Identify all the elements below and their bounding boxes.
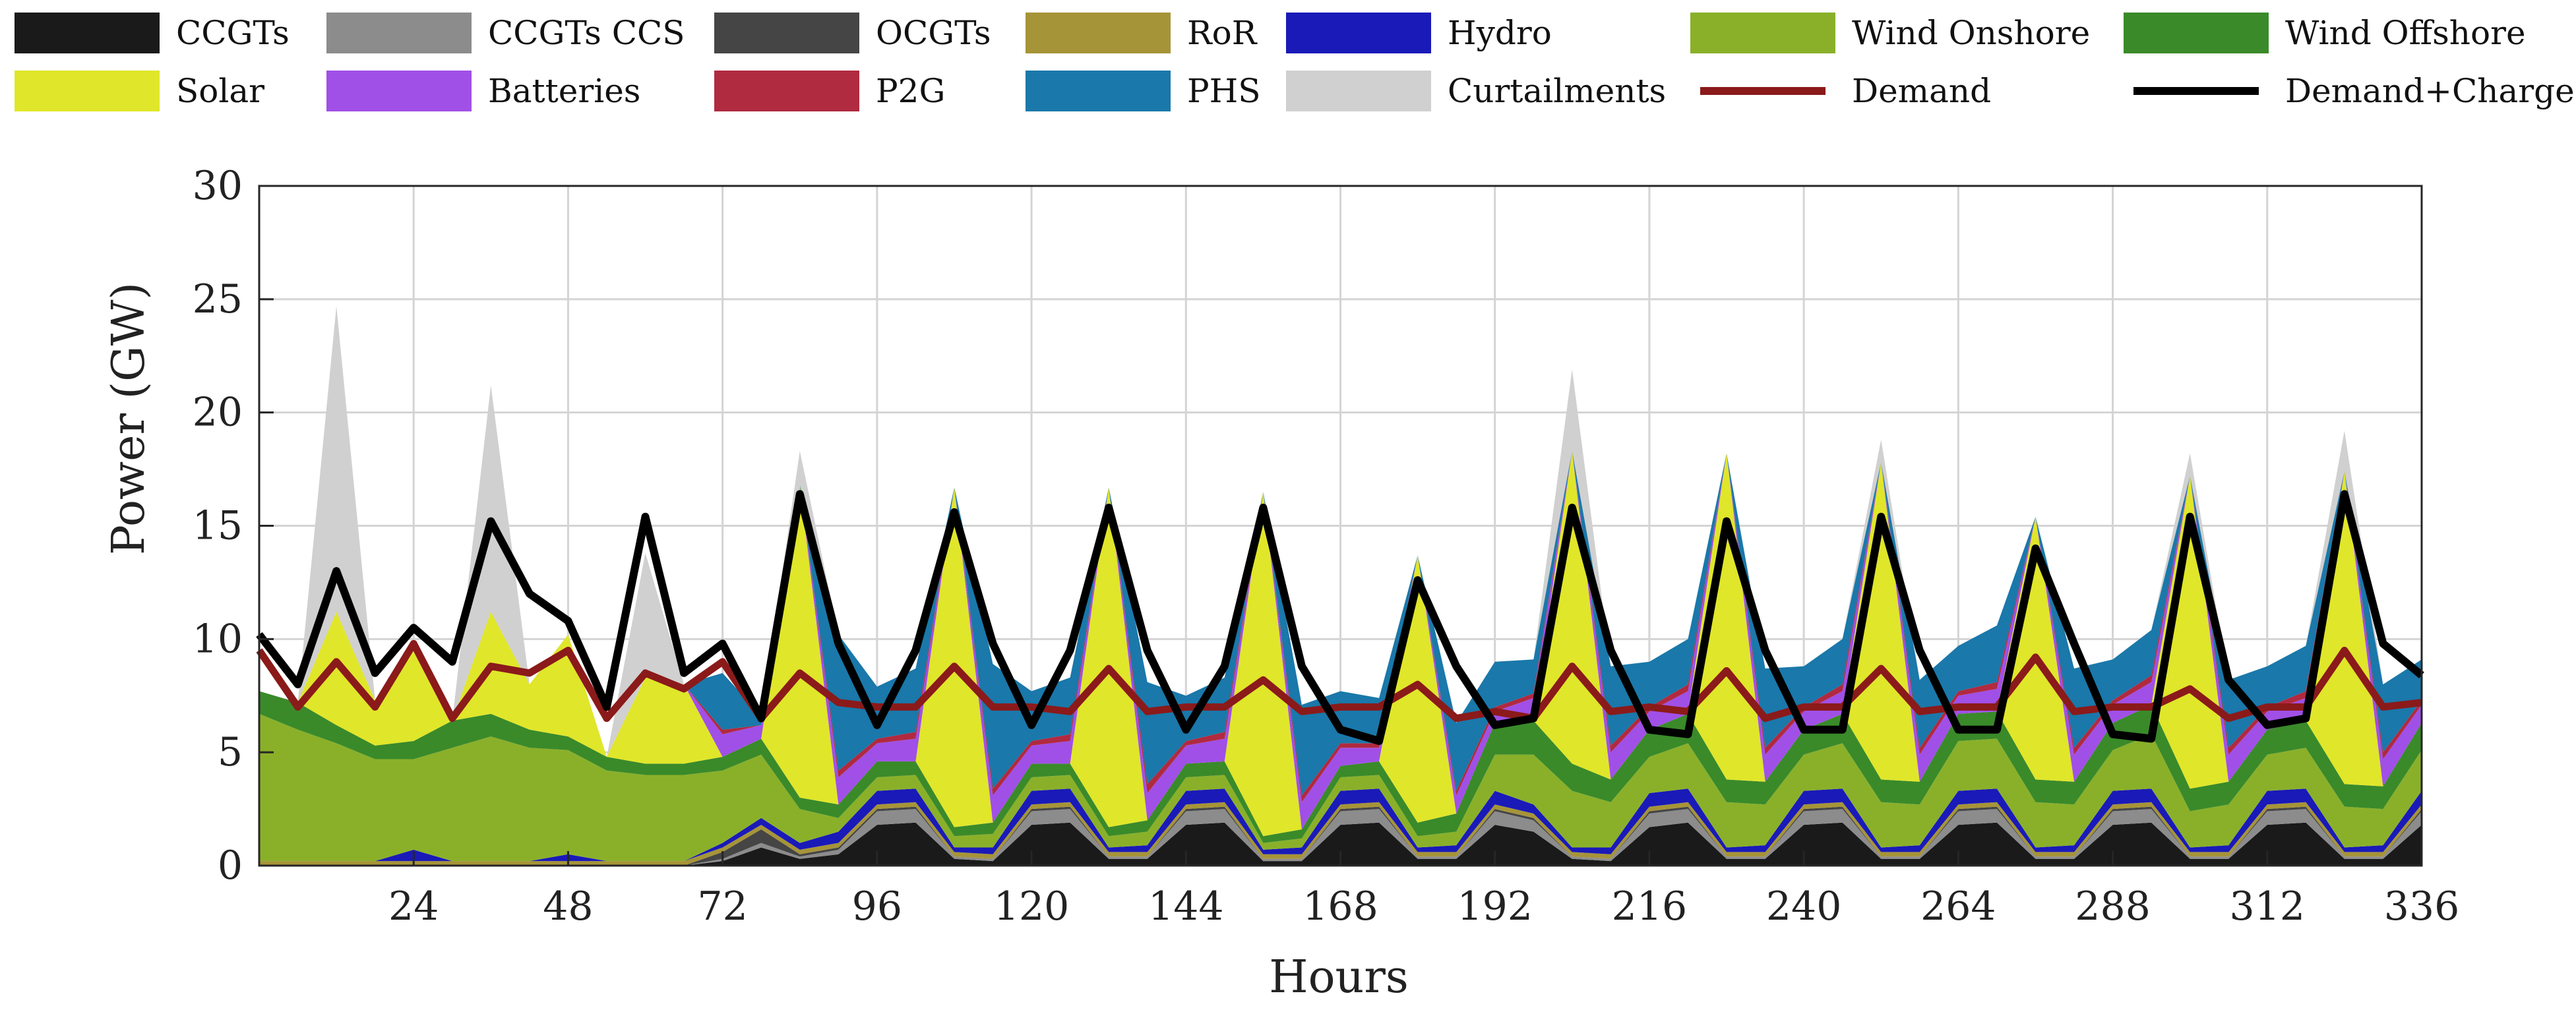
legend-item-demand-charge: Demand+Charge <box>2124 65 2575 117</box>
line-demand <box>256 639 2422 723</box>
legend-label-phs: PHS <box>1187 72 1261 110</box>
line-demand-charge <box>256 490 2424 745</box>
legend-label-wind-onshore: Wind Onshore <box>1852 14 2091 52</box>
legend-swatch-phs <box>1026 71 1171 111</box>
x-tick-label: 264 <box>1920 883 1996 930</box>
legend-item-hydro: Hydro <box>1286 7 1552 59</box>
area-ror <box>259 802 2422 866</box>
legend-label-curtailments: Curtailments <box>1448 72 1667 110</box>
legend-label-batteries: Batteries <box>488 72 641 110</box>
x-tick-label: 288 <box>2075 883 2151 930</box>
legend-swatch-demand-charge <box>2133 87 2259 95</box>
stacked-areas <box>259 306 2422 866</box>
x-tick-label: 192 <box>1457 883 1533 930</box>
series-lines <box>256 490 2424 745</box>
legend: CCGTs CCGTs CCS OCGTs RoR Hydro Wind Onshore W… <box>0 0 2576 125</box>
legend-label-p2g: P2G <box>876 72 946 110</box>
y-axis-label: Power (GW) <box>103 282 155 555</box>
legend-swatch-ccgts-ccs <box>326 13 472 53</box>
x-tick-label: 48 <box>543 883 593 930</box>
x-tick-label: 72 <box>697 883 747 930</box>
legend-label-demand: Demand <box>1852 72 1992 110</box>
legend-label-ccgts-ccs: CCGTs CCS <box>488 14 685 52</box>
legend-swatch-batteries <box>326 71 472 111</box>
legend-swatch-wind-offshore <box>2124 13 2269 53</box>
legend-label-ror: RoR <box>1187 14 1257 52</box>
y-tick-label: 5 <box>218 729 243 775</box>
legend-item-ror: RoR <box>1026 7 1256 59</box>
legend-swatch-hydro <box>1286 13 1431 53</box>
legend-item-solar: Solar <box>15 65 264 117</box>
legend-label-demand-charge: Demand+Charge <box>2285 72 2575 110</box>
legend-swatch-wind-onshore <box>1690 13 1835 53</box>
x-tick-label: 168 <box>1303 883 1378 930</box>
legend-item-ocgts: OCGTs <box>714 7 991 59</box>
legend-item-batteries: Batteries <box>326 65 640 117</box>
legend-swatch-p2g <box>714 71 859 111</box>
legend-swatch-ror <box>1026 13 1171 53</box>
axes: 24 48 72 96 120 144 168 192 216 240 264 288 312 336 0 5… <box>193 163 2460 930</box>
x-tick-label: 336 <box>2384 883 2460 930</box>
y-tick-label: 30 <box>193 163 243 209</box>
legend-label-solar: Solar <box>176 72 265 110</box>
y-tick-label: 20 <box>193 390 243 436</box>
legend-item-ccgts-ccs: CCGTs CCS <box>326 7 685 59</box>
x-tick-label: 216 <box>1612 883 1688 930</box>
legend-item-wind-onshore: Wind Onshore <box>1690 7 2090 59</box>
legend-item-demand: Demand <box>1690 65 1991 117</box>
legend-item-p2g: P2G <box>714 65 945 117</box>
area-wind-onshore <box>259 713 2422 862</box>
x-tick-label: 24 <box>388 883 439 930</box>
legend-label-ocgts: OCGTs <box>876 14 991 52</box>
area-wind-offshore <box>259 691 2422 843</box>
x-tick-label: 96 <box>852 883 902 930</box>
y-tick-label: 15 <box>193 503 243 549</box>
legend-item-curtailments: Curtailments <box>1286 65 1666 117</box>
legend-swatch-ocgts <box>714 13 859 53</box>
y-tick-label: 25 <box>193 276 243 322</box>
area-batteries <box>259 451 2422 829</box>
x-tick-label: 120 <box>994 883 1070 930</box>
legend-swatch-ccgts <box>15 13 160 53</box>
y-tick-label: 0 <box>218 843 243 889</box>
legend-swatch-curtailments <box>1286 71 1431 111</box>
x-axis-label: Hours <box>1269 951 1408 1003</box>
x-tick-label: 144 <box>1148 883 1224 930</box>
area-ccgts-ccs <box>259 809 2422 866</box>
chart: 24 48 72 96 120 144 168 192 216 240 264 288 312 336 0 5… <box>103 163 2460 1003</box>
legend-swatch-demand <box>1700 87 1825 95</box>
y-tick-label: 10 <box>193 616 243 662</box>
legend-label-ccgts: CCGTs <box>176 14 290 52</box>
area-solar <box>259 451 2422 837</box>
x-tick-label: 312 <box>2230 883 2306 930</box>
x-tick-label: 240 <box>1766 883 1842 930</box>
legend-item-wind-offshore: Wind Offshore <box>2124 7 2526 59</box>
area-ccgts <box>259 822 2422 866</box>
legend-item-phs: PHS <box>1026 65 1261 117</box>
legend-item-ccgts: CCGTs <box>15 7 290 59</box>
area-hydro <box>259 788 2422 862</box>
legend-swatch-solar <box>15 71 160 111</box>
legend-label-wind-offshore: Wind Offshore <box>2285 14 2526 52</box>
legend-label-hydro: Hydro <box>1448 14 1552 52</box>
